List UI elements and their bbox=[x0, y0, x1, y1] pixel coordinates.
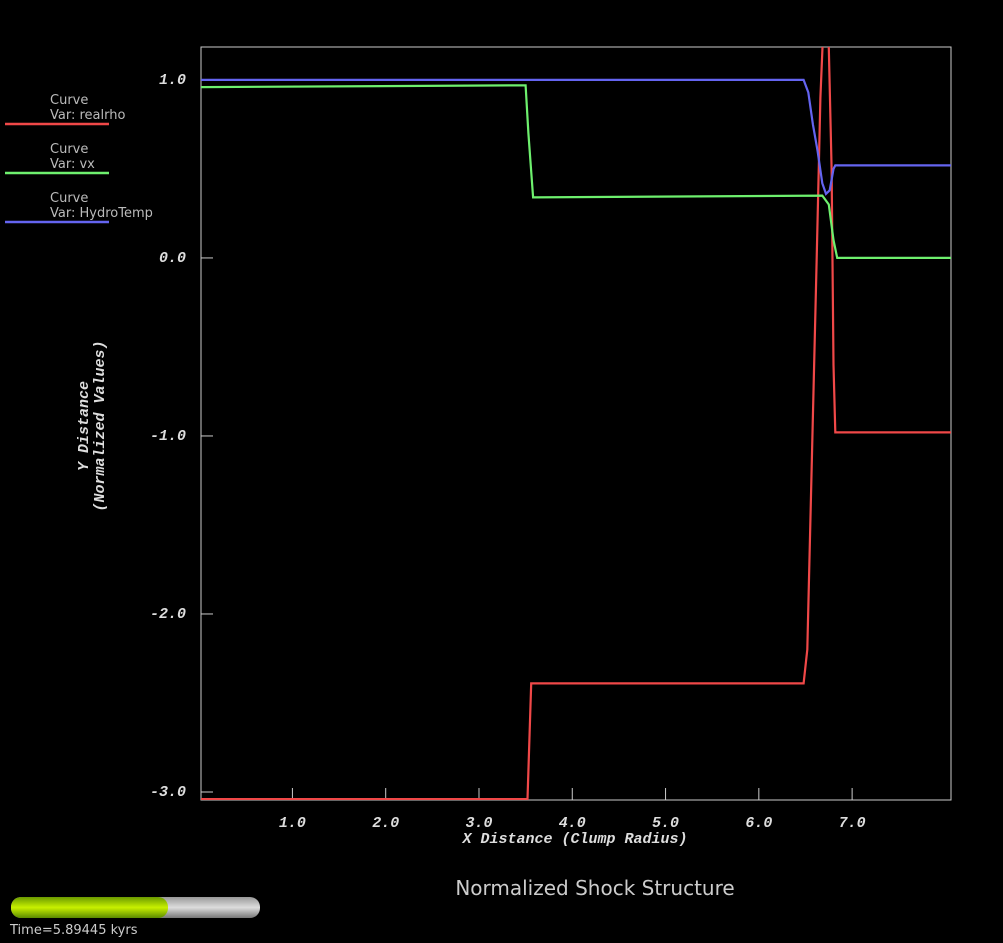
x-tick-label: 4.0 bbox=[559, 815, 586, 832]
chart-title: Normalized Shock Structure bbox=[455, 876, 734, 900]
y-tick-label: 0.0 bbox=[159, 250, 186, 267]
y-axis-label-line: (Normalized Values) bbox=[92, 340, 109, 511]
x-tick-label: 7.0 bbox=[839, 815, 866, 832]
series-line bbox=[201, 47, 951, 800]
x-axis-label: X Distance (Clump Radius) bbox=[461, 831, 687, 848]
y-axis-label-line: Y Distance bbox=[76, 381, 93, 471]
x-tick-label: 1.0 bbox=[279, 815, 306, 832]
series-line bbox=[201, 78, 951, 196]
x-tick-label: 2.0 bbox=[372, 815, 399, 832]
x-tick-label: 3.0 bbox=[465, 815, 492, 832]
y-tick-label: -1.0 bbox=[150, 428, 186, 445]
legend-title: Curve bbox=[50, 93, 88, 108]
plot-frame bbox=[200, 46, 952, 801]
legend-title: Curve bbox=[50, 142, 88, 157]
legend-label: Var: realrho bbox=[50, 108, 125, 123]
y-tick-label: 1.0 bbox=[159, 72, 186, 89]
time-label: Time=5.89445 kyrs bbox=[9, 923, 138, 938]
legend-title: Curve bbox=[50, 191, 88, 206]
y-tick-label: -2.0 bbox=[150, 606, 186, 623]
series-line bbox=[201, 84, 951, 259]
y-axis-label: Y Distance (Normalized Values) bbox=[76, 340, 109, 511]
y-tick-label: -3.0 bbox=[150, 784, 186, 801]
x-tick-label: 6.0 bbox=[745, 815, 772, 832]
time-slider-fill bbox=[11, 897, 168, 918]
plot-area bbox=[201, 47, 951, 800]
legend-label: Var: HydroTemp bbox=[50, 206, 153, 221]
legend-label: Var: vx bbox=[50, 157, 95, 172]
x-tick-label: 5.0 bbox=[652, 815, 679, 832]
